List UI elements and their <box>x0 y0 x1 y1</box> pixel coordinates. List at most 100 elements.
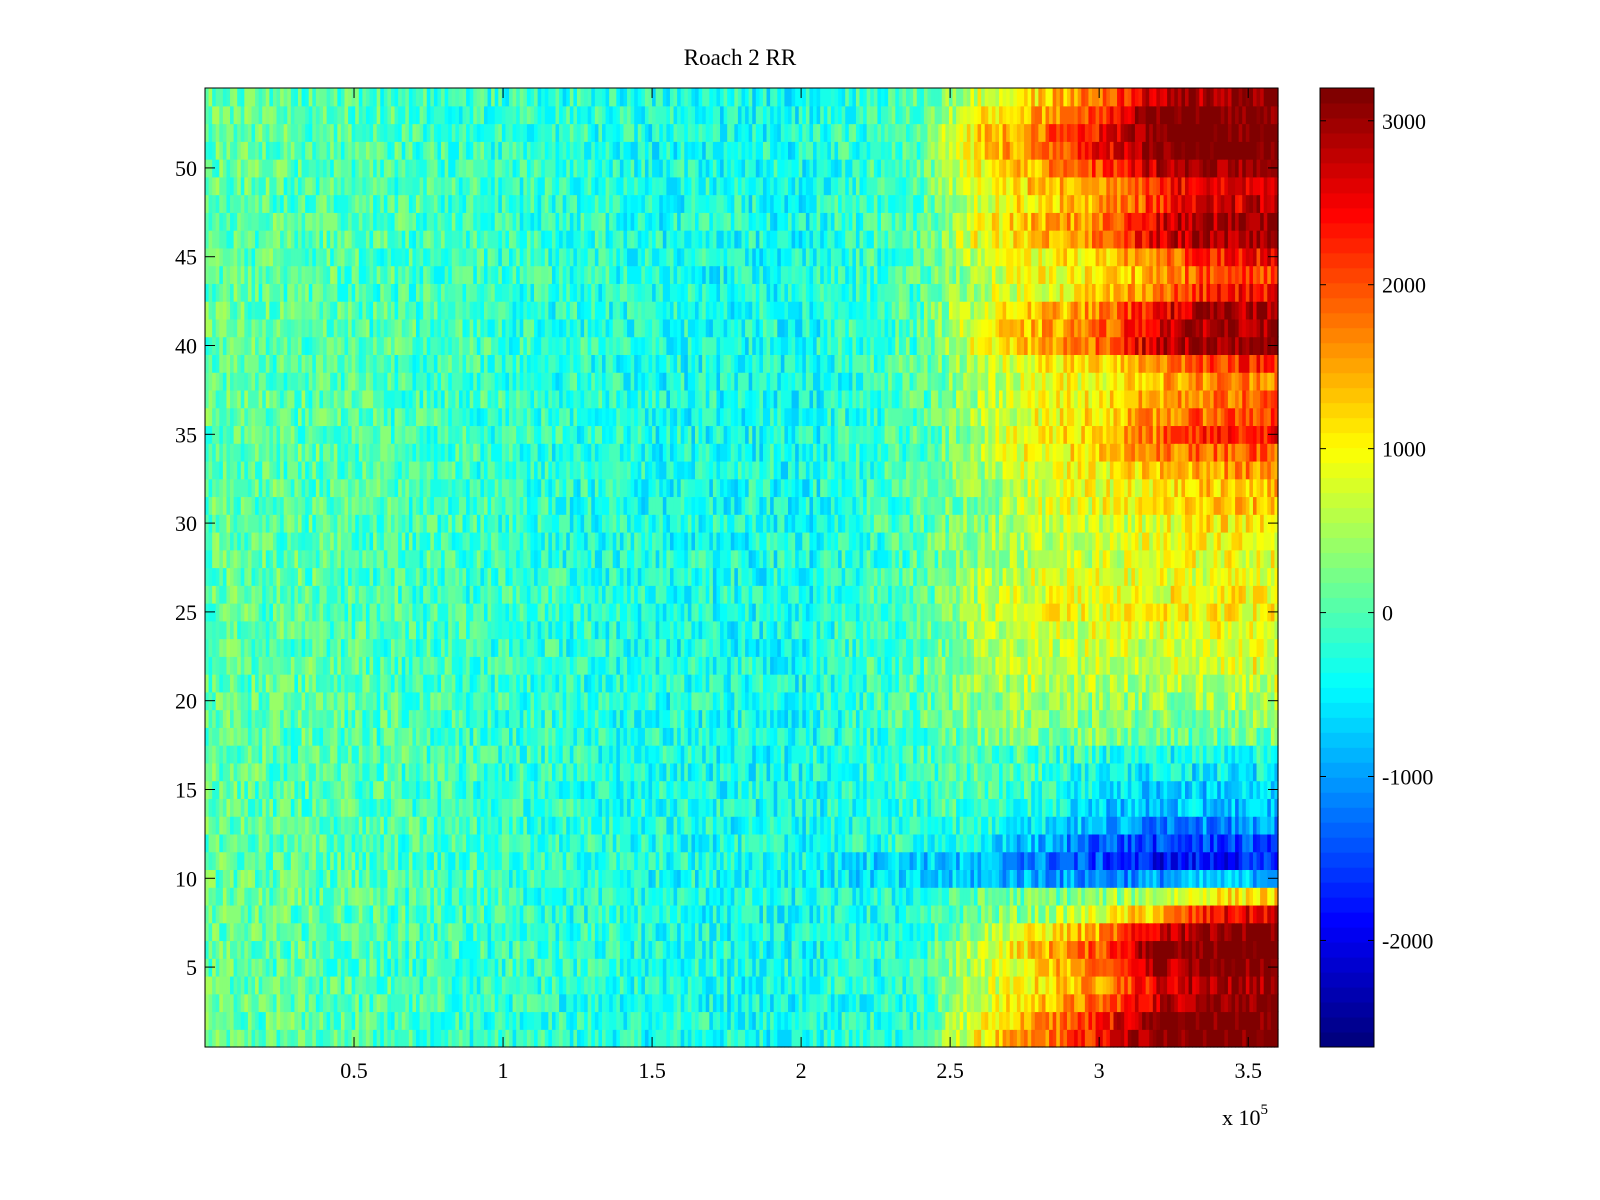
heatmap-cell <box>326 993 331 1013</box>
heatmap-cell <box>412 745 417 764</box>
heatmap-cell <box>766 958 771 977</box>
heatmap-cell <box>1167 940 1172 959</box>
heatmap-cell <box>305 975 310 995</box>
heatmap-cell <box>559 887 564 906</box>
heatmap-cell <box>247 833 253 853</box>
heatmap-cell <box>934 1029 939 1048</box>
heatmap-cell <box>365 816 371 835</box>
heatmap-cell <box>1066 762 1072 782</box>
heatmap-cell <box>1099 762 1104 782</box>
heatmap-cell <box>1185 816 1190 835</box>
heatmap-cell <box>630 780 635 799</box>
heatmap-cell <box>1152 851 1157 871</box>
heatmap-cell <box>1063 851 1068 871</box>
heatmap-cell <box>1117 922 1122 942</box>
heatmap-cell <box>430 958 435 977</box>
heatmap-cell <box>841 922 846 942</box>
heatmap-cell <box>1256 833 1261 853</box>
heatmap-cell <box>770 780 775 799</box>
heatmap-cell <box>598 1029 603 1048</box>
heatmap-cell <box>348 798 353 817</box>
heatmap-cell <box>720 922 725 942</box>
heatmap-cell <box>1088 887 1093 906</box>
heatmap-cell <box>272 833 278 853</box>
heatmap-cell <box>398 798 403 817</box>
heatmap-cell <box>237 940 242 959</box>
heatmap-cell <box>981 904 986 924</box>
heatmap-cell <box>948 1029 954 1048</box>
heatmap-cell <box>344 940 349 959</box>
heatmap-cell <box>723 904 728 924</box>
heatmap-cell <box>262 887 267 906</box>
heatmap-cell <box>906 993 911 1013</box>
heatmap-cell <box>1034 816 1039 835</box>
heatmap-cell <box>1131 762 1136 782</box>
heatmap-cell <box>666 869 671 888</box>
heatmap-cell <box>1242 922 1247 942</box>
heatmap-cell <box>294 887 299 906</box>
heatmap-cell <box>251 816 256 835</box>
heatmap-cell <box>841 851 846 871</box>
heatmap-cell <box>262 922 267 942</box>
heatmap-cell <box>455 762 460 782</box>
heatmap-cell <box>1220 851 1225 871</box>
heatmap-cell <box>791 922 796 942</box>
heatmap-cell <box>1159 851 1165 871</box>
heatmap-cell <box>1117 887 1122 906</box>
heatmap-cell <box>1106 833 1111 853</box>
heatmap-cell <box>1242 833 1247 853</box>
heatmap-cell <box>369 1011 374 1030</box>
heatmap-cell <box>627 869 632 888</box>
heatmap-cell <box>337 887 342 906</box>
heatmap-cell <box>637 816 642 835</box>
heatmap-cell <box>494 958 499 977</box>
heatmap-cell <box>830 958 836 977</box>
heatmap-cell <box>906 887 911 906</box>
heatmap-cell <box>1145 833 1150 853</box>
heatmap-cell <box>412 762 417 782</box>
heatmap-cell <box>902 922 907 942</box>
heatmap-cell <box>462 869 467 888</box>
heatmap-cell <box>877 922 882 942</box>
heatmap-cell <box>877 887 882 906</box>
heatmap-cell <box>219 940 224 959</box>
heatmap-cell <box>1138 975 1143 995</box>
heatmap-cell <box>1059 887 1064 906</box>
heatmap-cell <box>1024 993 1029 1013</box>
heatmap-cell <box>895 1011 900 1030</box>
heatmap-cell <box>1088 975 1093 995</box>
heatmap-cell <box>555 1011 560 1030</box>
heatmap-cell <box>473 851 478 871</box>
heatmap-cell <box>333 780 338 799</box>
heatmap-cell <box>902 958 907 977</box>
heatmap-cell <box>498 904 503 924</box>
heatmap-cell <box>1263 975 1268 995</box>
heatmap-cell <box>491 993 496 1013</box>
heatmap-cell <box>838 851 843 871</box>
heatmap-cell <box>394 1011 399 1030</box>
heatmap-cell <box>297 762 303 782</box>
heatmap-cell <box>884 904 889 924</box>
heatmap-cell <box>909 816 914 835</box>
heatmap-cell <box>759 975 764 995</box>
heatmap-cell <box>541 904 546 924</box>
heatmap-cell <box>852 780 857 799</box>
heatmap-cell <box>1174 780 1179 799</box>
heatmap-cell <box>1217 851 1222 871</box>
heatmap-cell <box>841 1029 846 1048</box>
heatmap-cell <box>1049 869 1054 888</box>
heatmap-cell <box>677 958 682 977</box>
heatmap-cell <box>1149 993 1154 1013</box>
heatmap-cell <box>369 816 374 835</box>
heatmap-cell <box>1263 904 1268 924</box>
heatmap-cell <box>430 940 435 959</box>
heatmap-cell <box>1213 940 1218 959</box>
heatmap-cell <box>770 833 775 853</box>
heatmap-cell <box>272 762 278 782</box>
heatmap-cell <box>537 780 542 799</box>
heatmap-cell <box>544 816 549 835</box>
heatmap-cell <box>1217 816 1222 835</box>
heatmap-cell <box>387 904 392 924</box>
heatmap-cell <box>630 851 635 871</box>
heatmap-cell <box>280 1011 285 1030</box>
